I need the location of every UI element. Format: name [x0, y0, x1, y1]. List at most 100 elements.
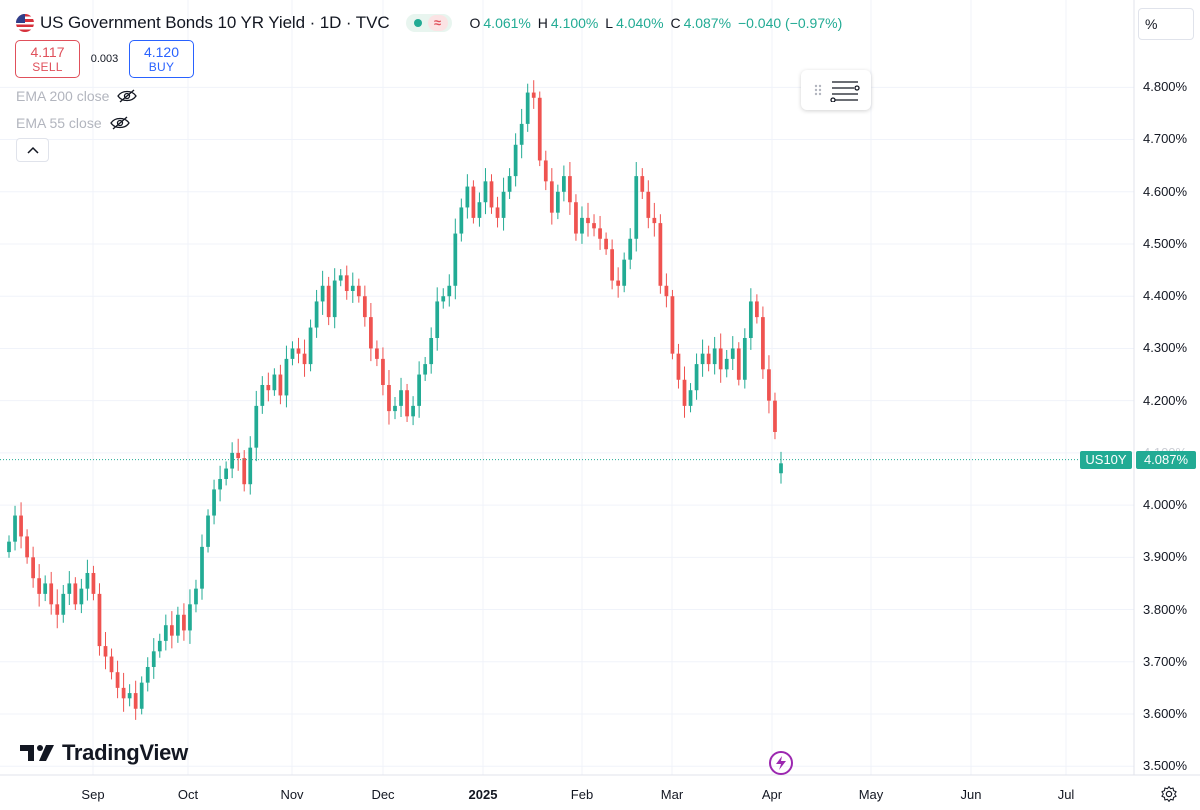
- candle-body: [543, 160, 548, 182]
- trade-buttons: 4.117 SELL 0.003 4.120 BUY: [15, 40, 194, 78]
- candle-body: [411, 405, 415, 417]
- low-value: 4.040%: [616, 15, 664, 31]
- high-key: H: [537, 15, 548, 31]
- candle-body: [79, 588, 84, 605]
- candle-body: [133, 693, 138, 709]
- market-status[interactable]: ≈: [405, 14, 452, 32]
- candle-body: [718, 348, 723, 370]
- candle-body: [13, 515, 17, 542]
- candle-body: [580, 217, 584, 234]
- candle-body: [549, 181, 554, 213]
- candle-body: [586, 217, 590, 224]
- candle-body: [314, 301, 319, 328]
- indicator-label: EMA 200 close: [16, 88, 110, 104]
- gear-icon[interactable]: [1160, 785, 1178, 803]
- high-value: 4.100%: [550, 15, 599, 31]
- candle-body: [767, 369, 771, 401]
- candle-body: [218, 478, 222, 490]
- symbol-header: US Government Bonds 10 YR Yield · 1D · T…: [16, 12, 845, 34]
- time-tick: Sep: [81, 787, 105, 802]
- time-tick: May: [858, 787, 884, 802]
- close-value: 4.087%: [683, 15, 732, 31]
- candle-body: [302, 353, 307, 365]
- indicator-label: EMA 55 close: [16, 115, 102, 131]
- time-tick: Apr: [761, 787, 783, 802]
- candle-body: [724, 358, 729, 370]
- logo-text: TradingView: [62, 740, 188, 765]
- eye-crossed-icon[interactable]: [117, 89, 138, 103]
- indicator-ema-55[interactable]: EMA 55 close: [16, 115, 130, 131]
- candle-body: [712, 348, 717, 365]
- candle-body: [266, 384, 271, 391]
- candle-body: [646, 191, 651, 218]
- candle-body: [483, 181, 488, 203]
- candle-body: [592, 223, 596, 229]
- time-tick: Feb: [570, 787, 594, 802]
- candle-body: [163, 625, 168, 641]
- collapse-legend-button[interactable]: [16, 138, 49, 162]
- candle-body: [531, 92, 536, 98]
- buy-price: 4.120: [143, 44, 180, 60]
- candle-body: [507, 176, 512, 192]
- candle-body: [248, 447, 253, 485]
- sell-button[interactable]: 4.117 SELL: [15, 40, 80, 78]
- candle-body: [755, 301, 759, 318]
- candle-body: [405, 390, 409, 417]
- candle-body: [109, 656, 114, 673]
- approx-icon: ≈: [427, 15, 448, 31]
- candle-body: [664, 285, 669, 297]
- candle-body: [284, 358, 289, 396]
- candle-body: [730, 348, 735, 359]
- price-tick: 4.000%: [1143, 497, 1188, 512]
- indicator-ema-200[interactable]: EMA 200 close: [16, 88, 138, 104]
- candle-body: [598, 228, 602, 239]
- eye-crossed-icon[interactable]: [109, 116, 130, 130]
- candle-body: [338, 275, 343, 281]
- candle-body: [495, 207, 500, 218]
- ohlc-values: O 4.061% H 4.100% L 4.040% C 4.087% −0.040 (…: [470, 15, 846, 31]
- buy-label: BUY: [148, 60, 175, 74]
- candle-body: [471, 186, 476, 218]
- symbol-price-badge: US10Y: [1080, 451, 1132, 469]
- candle-body: [393, 405, 397, 412]
- candle-body: [344, 275, 349, 291]
- candle-body: [308, 327, 313, 365]
- candle-body: [236, 452, 241, 459]
- candle-body: [350, 285, 355, 291]
- buy-button[interactable]: 4.120 BUY: [129, 40, 194, 78]
- tradingview-logo[interactable]: TradingView: [20, 740, 188, 766]
- price-tick: 4.500%: [1143, 236, 1188, 251]
- candle-body: [375, 348, 379, 359]
- floating-drawing-toolbar[interactable]: [801, 70, 871, 110]
- candle-body: [188, 604, 192, 631]
- candle-body: [459, 207, 464, 234]
- candle-body: [537, 97, 542, 161]
- time-tick: Oct: [177, 787, 199, 802]
- candle-body: [616, 280, 621, 286]
- candle-body: [296, 348, 301, 354]
- candle-body: [694, 364, 699, 391]
- candle-body: [115, 672, 120, 688]
- price-tick: 3.500%: [1143, 758, 1188, 773]
- candle-body: [700, 353, 705, 365]
- candle-body: [67, 583, 72, 594]
- price-tick: 3.700%: [1143, 654, 1188, 669]
- chevron-up-icon: [26, 146, 39, 154]
- candle-body: [604, 238, 608, 250]
- candle-body: [688, 390, 693, 406]
- candle-body: [85, 572, 90, 589]
- scale-mode-button[interactable]: %: [1138, 8, 1194, 40]
- candle-body: [748, 301, 753, 338]
- candle-body: [562, 176, 566, 192]
- time-tick: Jul: [1057, 787, 1075, 802]
- candlestick-series: [7, 80, 783, 720]
- candle-body: [332, 280, 337, 318]
- candle-body: [194, 588, 198, 605]
- flash-icon[interactable]: [769, 751, 793, 775]
- candle-body: [447, 285, 452, 297]
- candle-body: [513, 144, 518, 177]
- symbol-title[interactable]: US Government Bonds 10 YR Yield · 1D · T…: [40, 13, 390, 32]
- candle-body: [568, 176, 572, 203]
- candle-body: [381, 358, 385, 385]
